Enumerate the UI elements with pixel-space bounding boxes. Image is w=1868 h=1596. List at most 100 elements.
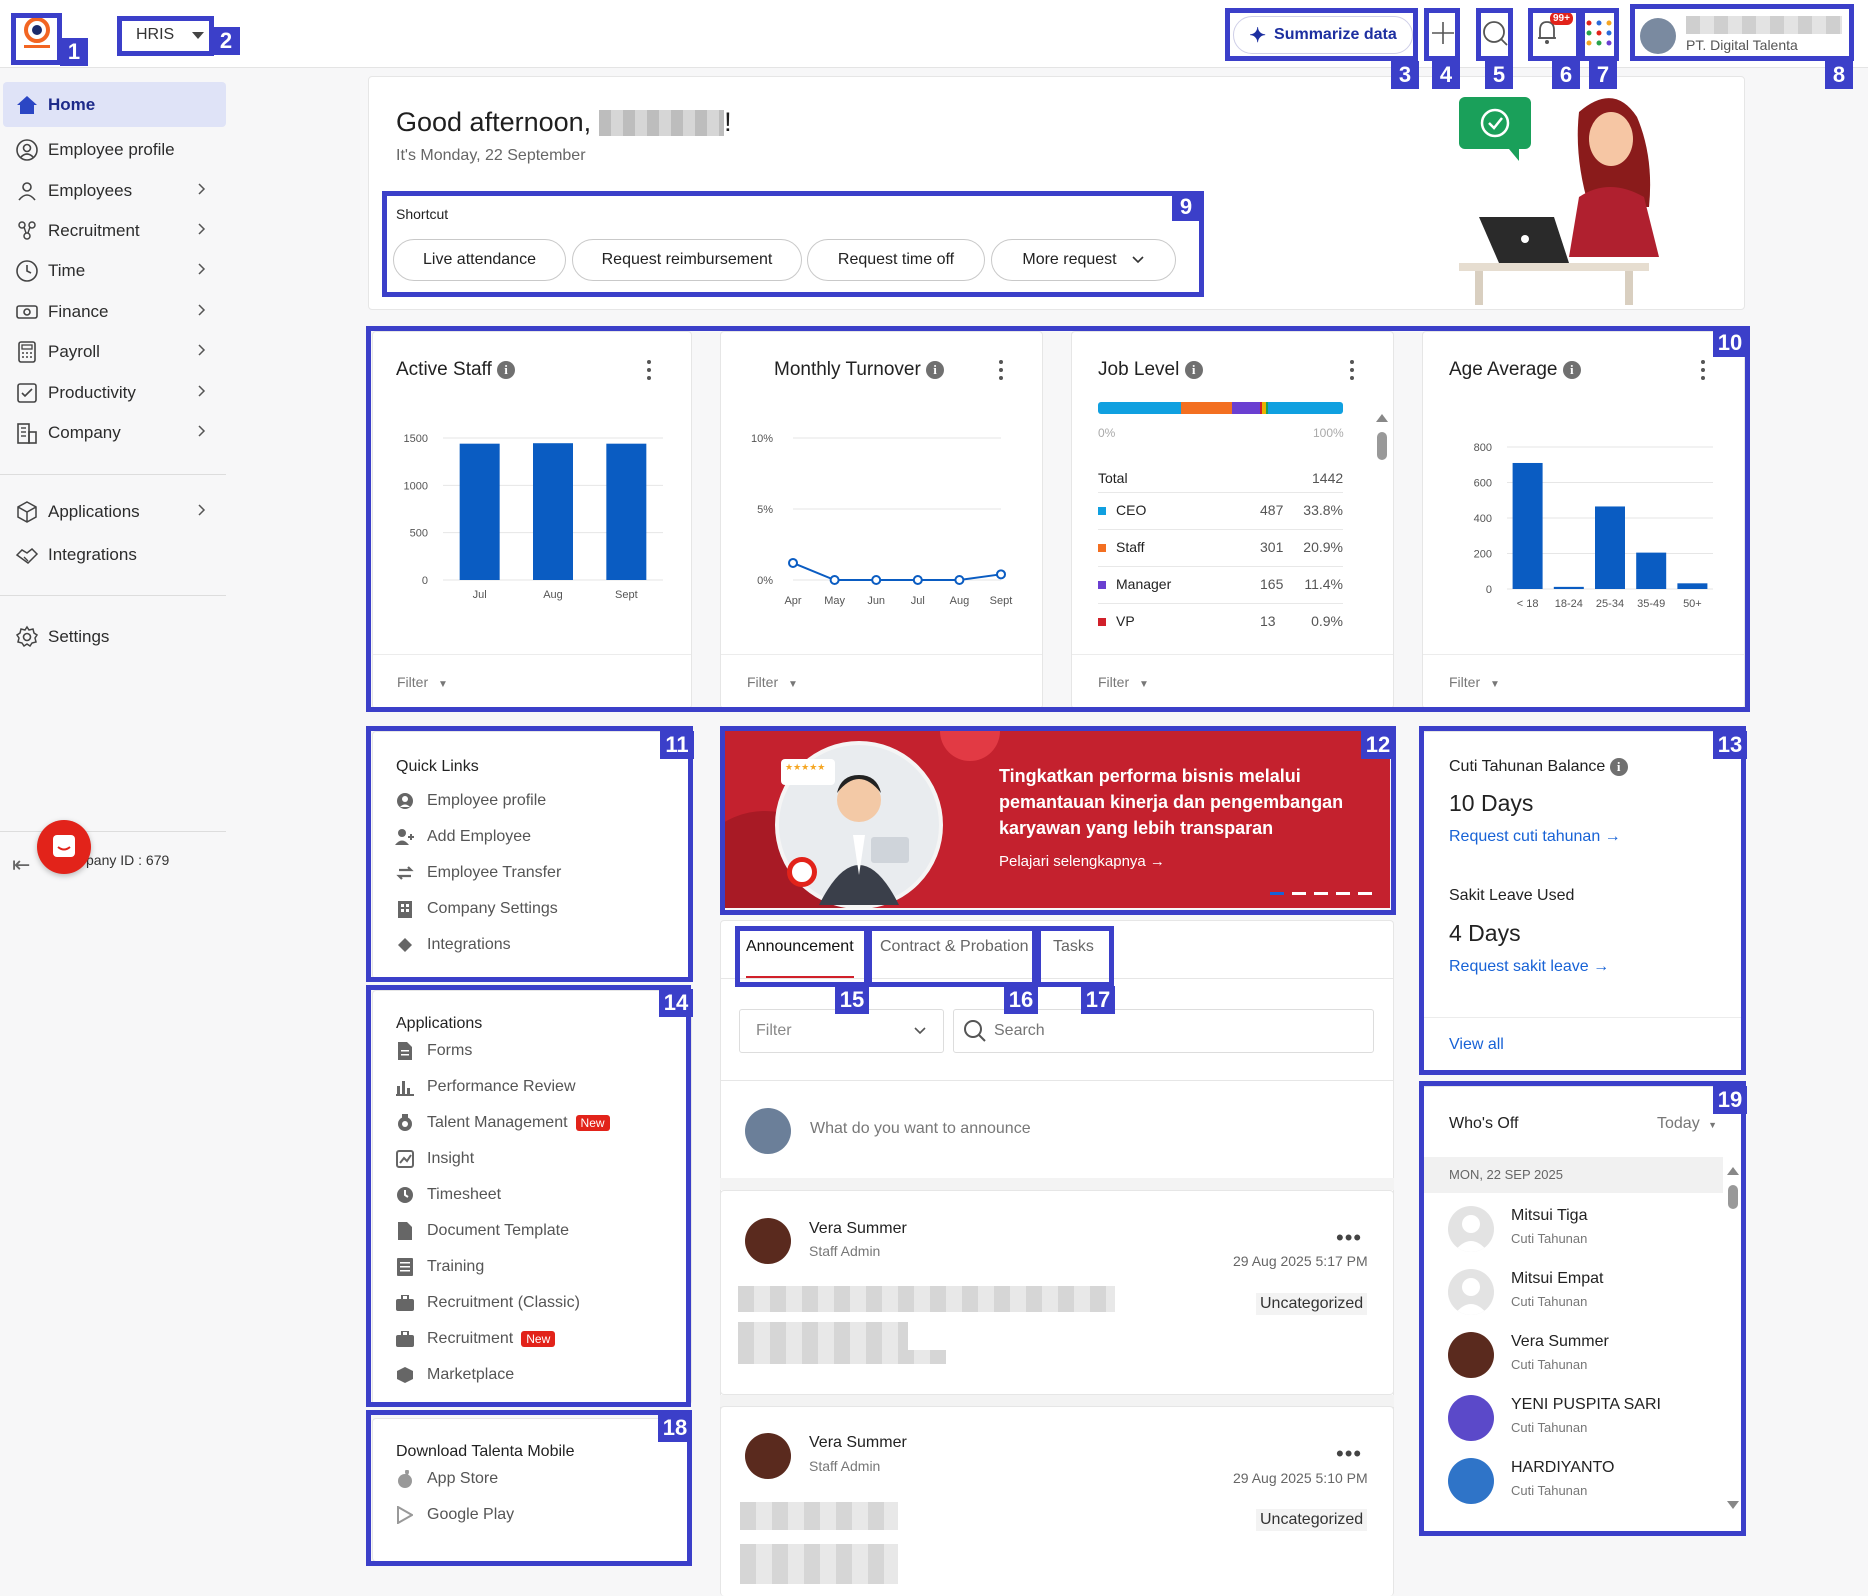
carousel-dots[interactable]	[1270, 892, 1372, 895]
google-play-link[interactable]: Google Play	[395, 1506, 514, 1524]
whos-off-person[interactable]: Mitsui Empat Cuti Tahunan	[1448, 1265, 1738, 1323]
scroll-up-arrow[interactable]	[1376, 414, 1388, 422]
filter-dropdown[interactable]: Filter ▼	[747, 674, 798, 690]
whos-off-person[interactable]: YENI PUSPITA SARI Cuti Tahunan	[1448, 1391, 1738, 1449]
sidebar-item-company[interactable]: Company	[3, 410, 226, 455]
app-recruitment-classic[interactable]: Recruitment (Classic)	[395, 1294, 580, 1312]
more-options-icon[interactable]	[998, 359, 1004, 381]
app-label: Document Template	[427, 1222, 569, 1239]
quick-link-integrations[interactable]: Integrations	[395, 936, 511, 954]
sidebar-item-employees[interactable]: Employees	[3, 168, 226, 213]
scroll-down-arrow[interactable]	[1727, 1501, 1739, 1509]
tab-contract-probation[interactable]: Contract & Probation	[880, 938, 1029, 956]
scroll-thumb[interactable]	[1377, 432, 1387, 460]
carousel-dot[interactable]	[1358, 892, 1372, 895]
quick-link-employee-transfer[interactable]: Employee Transfer	[395, 864, 561, 882]
view-all-link[interactable]: View all	[1449, 1036, 1504, 1053]
carousel-dot[interactable]	[1292, 892, 1306, 895]
quick-link-company-settings[interactable]: Company Settings	[395, 900, 558, 918]
carousel-dot[interactable]	[1336, 892, 1350, 895]
period-dropdown[interactable]: Today ▼	[1657, 1115, 1717, 1133]
compose-announcement-input[interactable]: What do you want to announce	[810, 1120, 1031, 1137]
sidebar-item-label: Applications	[48, 501, 140, 521]
app-talent-management[interactable]: Talent Management New	[395, 1114, 610, 1132]
panel-gap	[720, 1395, 1394, 1407]
announcement-search[interactable]	[953, 1009, 1374, 1053]
person-name: Vera Summer	[1511, 1333, 1609, 1350]
app-grid-icon[interactable]	[1584, 18, 1614, 48]
sidebar-item-finance[interactable]: Finance	[3, 289, 226, 334]
chat-launcher-button[interactable]	[37, 820, 91, 874]
sidebar-item-applications[interactable]: Applications	[3, 489, 226, 534]
whos-off-person[interactable]: Mitsui Tiga Cuti Tahunan	[1448, 1202, 1738, 1260]
sidebar-item-integrations[interactable]: Integrations	[3, 532, 226, 577]
whos-off-person[interactable]: HARDIYANTO Cuti Tahunan	[1448, 1454, 1738, 1512]
announcement-filter-select[interactable]: Filter	[739, 1009, 944, 1053]
app-document-template[interactable]: Document Template	[395, 1222, 569, 1240]
post-author[interactable]: Vera Summer	[809, 1434, 907, 1451]
more-options-icon[interactable]	[1700, 359, 1706, 381]
info-icon[interactable]: i	[1184, 360, 1203, 379]
request-reimbursement-button[interactable]: Request reimbursement	[572, 239, 802, 281]
scrollbar[interactable]	[1376, 414, 1388, 654]
gear-icon	[15, 625, 39, 648]
user-menu[interactable]: PT. Digital Talenta	[1640, 12, 1852, 56]
filter-dropdown[interactable]: Filter ▼	[397, 674, 448, 690]
annotation-number: 15	[835, 986, 869, 1014]
post-options-icon[interactable]: •••	[1336, 1441, 1363, 1466]
app-performance-review[interactable]: Performance Review	[395, 1078, 576, 1096]
cube-icon	[395, 1366, 415, 1384]
quick-link-employee-profile[interactable]: Employee profile	[395, 792, 546, 810]
more-request-button[interactable]: More request	[991, 239, 1176, 281]
app-marketplace[interactable]: Marketplace	[395, 1366, 514, 1384]
quick-link-add-employee[interactable]: Add Employee	[395, 828, 531, 846]
info-icon[interactable]: i	[1562, 360, 1581, 379]
sidebar-item-payroll[interactable]: Payroll	[3, 329, 226, 374]
sidebar-item-home[interactable]: Home	[3, 82, 226, 127]
sidebar-item-productivity[interactable]: Productivity	[3, 370, 226, 415]
collapse-sidebar-icon[interactable]: ⇤	[12, 852, 31, 877]
carousel-dot-active[interactable]	[1270, 892, 1284, 895]
app-training[interactable]: Training	[395, 1258, 484, 1276]
carousel-dot[interactable]	[1314, 892, 1328, 895]
post-author[interactable]: Vera Summer	[809, 1220, 907, 1237]
app-timesheet[interactable]: Timesheet	[395, 1186, 501, 1204]
whos-off-person[interactable]: Vera Summer Cuti Tahunan	[1448, 1328, 1738, 1386]
tab-tasks[interactable]: Tasks	[1053, 938, 1094, 956]
tab-announcement[interactable]: Announcement	[746, 938, 854, 956]
company-logo[interactable]	[20, 16, 54, 52]
banner-cta[interactable]: Pelajari selengkapnya →	[999, 853, 1165, 870]
post-options-icon[interactable]: •••	[1336, 1225, 1363, 1250]
scrollbar[interactable]	[1727, 1167, 1739, 1517]
request-annual-leave-link[interactable]: Request cuti tahunan →	[1449, 828, 1621, 845]
request-time-off-button[interactable]: Request time off	[807, 239, 985, 281]
sidebar-item-employee-profile[interactable]: Employee profile	[3, 127, 226, 172]
search-icon[interactable]	[1480, 18, 1510, 48]
app-store-link[interactable]: App Store	[395, 1470, 498, 1488]
info-icon[interactable]: i	[926, 360, 945, 379]
info-icon[interactable]: i	[497, 360, 516, 379]
scroll-up-arrow[interactable]	[1727, 1167, 1739, 1175]
sidebar-item-time[interactable]: Time	[3, 248, 226, 293]
bell-icon[interactable]: 99+	[1532, 12, 1573, 48]
annotation-number: 18	[658, 1414, 692, 1442]
filter-dropdown[interactable]: Filter ▼	[1098, 674, 1149, 690]
request-sick-leave-link[interactable]: Request sakit leave →	[1449, 958, 1610, 975]
module-switcher[interactable]: HRIS	[122, 20, 212, 50]
search-input[interactable]	[994, 1022, 1354, 1040]
info-icon[interactable]: i	[1609, 758, 1628, 776]
live-attendance-button[interactable]: Live attendance	[393, 239, 566, 281]
summarize-data-button[interactable]: ✦ Summarize data	[1233, 16, 1413, 54]
app-recruitment[interactable]: Recruitment New	[395, 1330, 556, 1348]
app-insight[interactable]: Insight	[395, 1150, 474, 1168]
search-icon	[964, 1020, 986, 1042]
app-forms[interactable]: Forms	[395, 1042, 472, 1060]
scroll-thumb[interactable]	[1728, 1185, 1738, 1209]
add-icon[interactable]	[1428, 18, 1458, 48]
sidebar-item-recruitment[interactable]: Recruitment	[3, 208, 226, 253]
more-options-icon[interactable]	[1349, 359, 1355, 381]
filter-dropdown[interactable]: Filter ▼	[1449, 674, 1500, 690]
sidebar-item-settings[interactable]: Settings	[3, 614, 226, 659]
promo-banner[interactable]: ★★★★★ Tingkatkan performa bisnis melalui…	[725, 731, 1390, 908]
more-options-icon[interactable]	[646, 359, 652, 381]
